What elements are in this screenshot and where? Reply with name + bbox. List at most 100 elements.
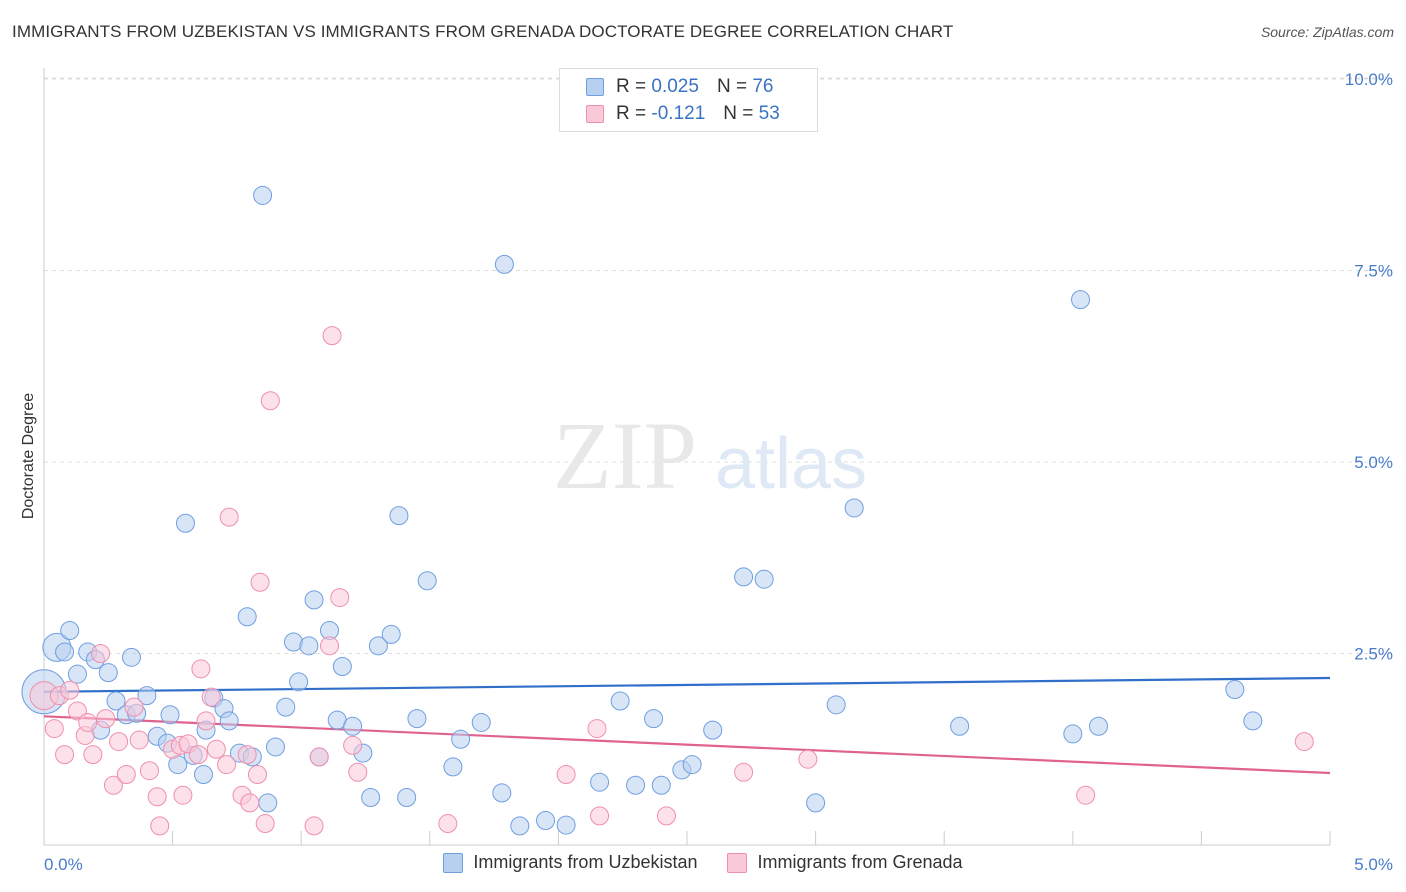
- grenada-point-4: [60, 680, 80, 700]
- uzbekistan-point-42: [361, 788, 381, 808]
- y-tick-label-1: 5.0%: [1354, 453, 1393, 472]
- grenada-point-40: [322, 326, 342, 346]
- uzbekistan-point-61: [651, 775, 671, 795]
- axes: [43, 68, 1331, 846]
- legend-r-label: R =: [616, 103, 647, 124]
- uzbekistan-trend-line: [43, 676, 1331, 693]
- grenada-trend-line: [43, 715, 1331, 775]
- legend-r-value-grenada: -0.121: [651, 103, 706, 124]
- uzbekistan-point-9: [106, 691, 126, 711]
- uzbekistan-point-18: [175, 513, 195, 533]
- uzbekistan-point-67: [806, 793, 826, 813]
- grenada-point-15: [129, 730, 149, 750]
- grenada-point-50: [798, 749, 818, 769]
- grenada-point-9: [91, 644, 111, 663]
- grenada-point-14: [124, 697, 144, 717]
- uzbekistan-point-57: [590, 772, 610, 792]
- grenada-point-52: [1294, 732, 1314, 752]
- grenada-point-36: [260, 391, 280, 411]
- grenada-point-44: [438, 814, 458, 834]
- uzbekistan-point-44: [381, 624, 401, 644]
- uzbekistan-point-53: [494, 254, 514, 274]
- uzbekistan-point-68: [826, 695, 846, 715]
- uzbekistan-point-49: [443, 757, 463, 777]
- x-tick-label-0: 0.0%: [44, 855, 83, 874]
- axis-labels: 2.5% 5.0% 7.5% 10.0% 0.0% 5.0% Doctorate Degre…: [20, 70, 1393, 874]
- legend-swatch-uzbekistan: [443, 852, 464, 873]
- uzbekistan-point-69: [844, 498, 864, 518]
- grenada-point-38: [309, 747, 329, 767]
- grenada-point-28: [217, 755, 237, 775]
- uzbekistan-point-63: [682, 755, 702, 775]
- grenada-point-12: [109, 732, 129, 752]
- grenada-point-39: [319, 636, 339, 656]
- series-legend: Immigrants from Uzbekistan Immigrants fr…: [0, 852, 1406, 873]
- uzbekistan-point-48: [417, 571, 437, 591]
- grenada-point-34: [250, 572, 270, 592]
- uzbekistan-point-46: [397, 788, 417, 808]
- grenada-point-48: [656, 806, 676, 826]
- stats-legend: R = 0.025 N = 76 R = -0.121 N = 53: [559, 68, 818, 132]
- uzbekistan-point-16: [160, 705, 180, 725]
- grenada-point-42: [343, 735, 363, 755]
- uzbekistan-point-70: [950, 716, 970, 736]
- watermark-atlas: atlas: [715, 424, 867, 504]
- grenada-point-37: [304, 816, 324, 836]
- legend-n-value-grenada: 53: [758, 103, 780, 124]
- x-tick-label-1: 5.0%: [1354, 855, 1393, 874]
- uzbekistan-point-66: [754, 569, 774, 589]
- watermark: ZIP atlas: [553, 402, 867, 509]
- uzbekistan-point-40: [343, 716, 363, 736]
- grenada-point-32: [240, 793, 260, 813]
- grenada-point-41: [330, 588, 350, 608]
- uzbekistan-point-20: [193, 765, 213, 785]
- grenada-point-8: [83, 745, 103, 765]
- legend-item-grenada: Immigrants from Grenada: [727, 852, 963, 873]
- uzbekistan-point-35: [304, 590, 324, 610]
- uzbekistan-point-29: [258, 793, 278, 813]
- grenada-point-21: [173, 785, 193, 805]
- uzbekistan-point-52: [492, 783, 512, 803]
- grenada-point-24: [191, 659, 211, 679]
- uzbekistan-point-50: [451, 729, 471, 749]
- legend-n-label: N =: [723, 103, 754, 124]
- uzbekistan-point-74: [1225, 680, 1245, 700]
- uzbekistan-point-28: [253, 185, 273, 205]
- uzbekistan-point-47: [407, 709, 427, 729]
- uzbekistan-point-3: [60, 621, 80, 641]
- grenada-point-31: [237, 745, 257, 765]
- legend-n-value-uzbekistan: 76: [752, 76, 774, 97]
- uzbekistan-point-8: [98, 663, 118, 683]
- uzbekistan-point-72: [1071, 290, 1091, 310]
- grenada-point-26: [201, 687, 221, 707]
- uzbekistan-point-34: [299, 636, 319, 656]
- uzbekistan-point-55: [536, 810, 556, 830]
- legend-swatch-grenada: [727, 852, 748, 873]
- y-axis-title: Doctorate Degree: [20, 393, 37, 519]
- uzbekistan-point-24: [219, 711, 239, 731]
- uzbekistan-point-71: [1063, 724, 1083, 744]
- legend-label-grenada: Immigrants from Grenada: [757, 852, 963, 872]
- watermark-zip: ZIP: [553, 402, 697, 509]
- uzbekistan-point-11: [121, 647, 141, 667]
- grenada-point-1: [44, 719, 64, 739]
- grid-lines: [44, 77, 1393, 654]
- grenada-point-47: [590, 806, 610, 826]
- grenada-point-23: [188, 745, 208, 765]
- trend-lines: [43, 676, 1331, 775]
- legend-item-uzbekistan: Immigrants from Uzbekistan: [443, 852, 697, 873]
- grenada-point-49: [734, 762, 754, 782]
- grenada-point-17: [147, 787, 167, 807]
- grenada-point-13: [116, 765, 136, 785]
- y-tick-label-2: 7.5%: [1354, 262, 1393, 281]
- grenada-point-16: [139, 761, 159, 781]
- uzbekistan-point-54: [510, 816, 530, 836]
- uzbekistan-point-39: [332, 657, 352, 677]
- uzbekistan-point-59: [626, 775, 646, 795]
- uzbekistan-point-13: [137, 686, 157, 706]
- chart-title: IMMIGRANTS FROM UZBEKISTAN VS IMMIGRANTS…: [12, 22, 954, 41]
- uzbekistan-point-56: [556, 815, 576, 835]
- uzbekistan-point-45: [389, 506, 409, 526]
- uzbekistan-point-30: [265, 737, 285, 757]
